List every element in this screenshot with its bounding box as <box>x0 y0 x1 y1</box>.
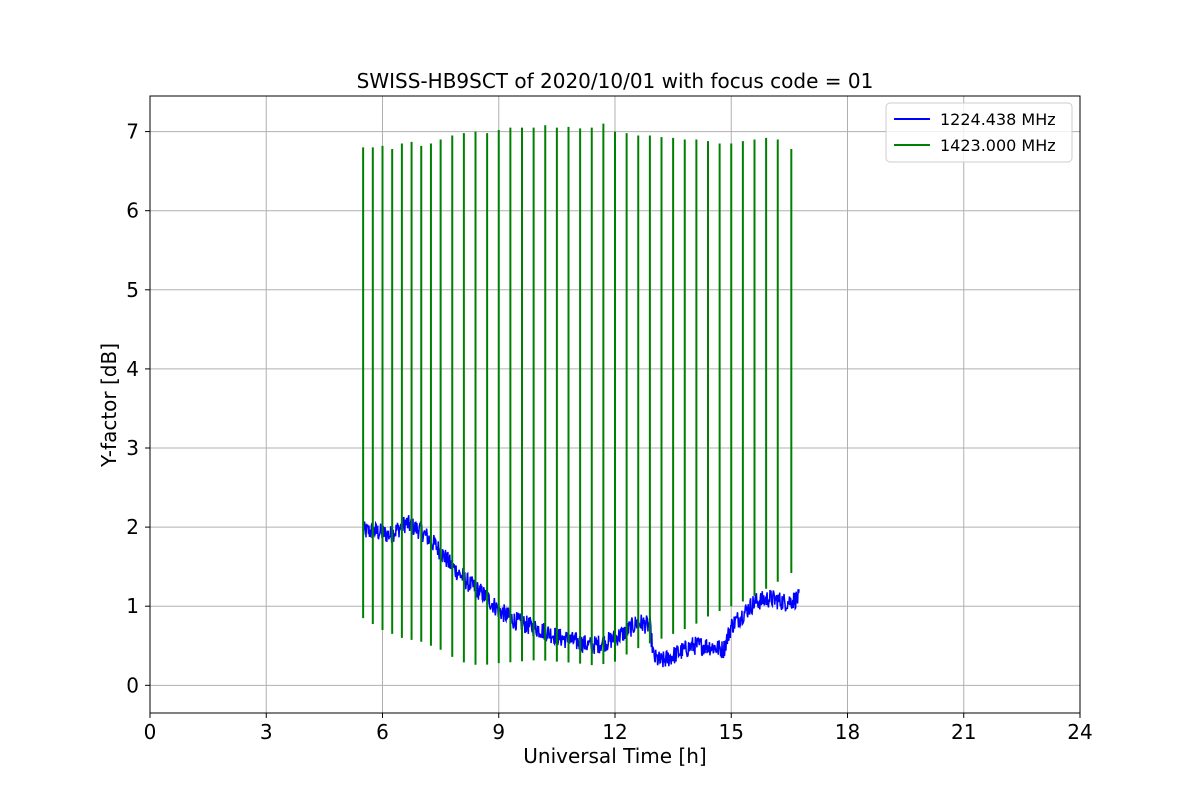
x-tick-label: 0 <box>144 720 157 744</box>
x-tick-label: 12 <box>602 720 627 744</box>
y-tick-label: 7 <box>126 120 139 144</box>
y-tick-label: 1 <box>126 594 139 618</box>
legend-box <box>885 102 1073 163</box>
y-tick-label: 2 <box>126 515 139 539</box>
x-tick-label: 18 <box>835 720 860 744</box>
x-tick-label: 9 <box>492 720 505 744</box>
y-tick-label: 0 <box>126 673 139 697</box>
x-axis-label: Universal Time [h] <box>523 744 706 768</box>
y-tick-label: 3 <box>126 436 139 460</box>
y-tick-label: 5 <box>126 278 139 302</box>
x-tick-label: 6 <box>376 720 389 744</box>
x-tick-label: 15 <box>719 720 744 744</box>
y-tick-label: 6 <box>126 199 139 223</box>
legend-label-1224: 1224.438 MHz <box>940 110 1056 129</box>
y-axis-label: Y-factor [dB] <box>97 343 121 468</box>
y-tick-label: 4 <box>126 357 139 381</box>
x-tick-label: 3 <box>260 720 273 744</box>
x-tick-label: 24 <box>1067 720 1092 744</box>
x-tick-label: 21 <box>951 720 976 744</box>
legend-label-1423: 1423.000 MHz <box>940 136 1056 155</box>
chart-title: SWISS-HB9SCT of 2020/10/01 with focus co… <box>357 69 874 93</box>
plot-area <box>362 123 800 668</box>
legend: 1224.438 MHz 1423.000 MHz <box>885 102 1073 163</box>
